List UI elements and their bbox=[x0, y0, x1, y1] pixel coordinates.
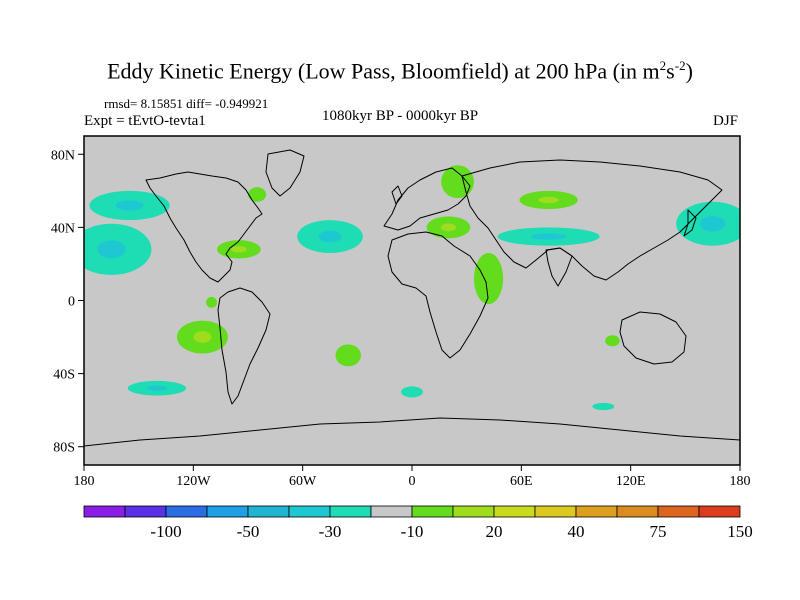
y-tick-label: 40N bbox=[51, 221, 75, 236]
experiment-label: Expt = tEvtO-tevta1 bbox=[84, 113, 206, 129]
colorbar-swatch bbox=[698, 505, 741, 518]
colorbar-label: 40 bbox=[568, 522, 585, 541]
colorbar-swatch bbox=[83, 505, 126, 518]
x-tick-label: 60W bbox=[289, 474, 317, 489]
region-core-9 bbox=[231, 246, 247, 253]
x-tick-label: 0 bbox=[409, 474, 416, 489]
coast-india bbox=[545, 247, 573, 287]
coast-north-america bbox=[145, 171, 263, 283]
coast-asia bbox=[461, 159, 723, 281]
colorbar-swatch bbox=[206, 505, 249, 518]
colorbar-swatch bbox=[247, 505, 290, 518]
region-12 bbox=[335, 344, 361, 367]
region-5 bbox=[441, 165, 474, 199]
colorbar: -100 -50 -30 -10 20 40 75 150 bbox=[83, 505, 753, 541]
region-core-14 bbox=[146, 385, 168, 391]
x-tick-label: 120E bbox=[616, 474, 646, 489]
colorbar-label: -30 bbox=[319, 522, 342, 541]
region-core-2 bbox=[318, 230, 342, 243]
region-17 bbox=[206, 296, 218, 308]
colorbar-label: -10 bbox=[401, 522, 424, 541]
y-tick-label: 40S bbox=[53, 368, 75, 383]
region-15 bbox=[401, 386, 423, 398]
coast-antarctica bbox=[84, 417, 740, 447]
title-units-exp2: -2 bbox=[674, 58, 686, 73]
anomaly-regions bbox=[84, 165, 740, 411]
colorbar-swatch bbox=[124, 505, 167, 518]
region-16 bbox=[592, 402, 615, 411]
colorbar-swatch bbox=[575, 505, 618, 518]
coast-africa bbox=[387, 231, 489, 359]
colorbar-swatch bbox=[288, 505, 331, 518]
region-13 bbox=[605, 335, 620, 347]
season-label: DJF bbox=[713, 113, 739, 129]
coast-south-america bbox=[217, 287, 271, 405]
title-units-exp1: 2 bbox=[659, 58, 667, 73]
region-10 bbox=[473, 252, 504, 305]
stats-label: rmsd= 8.15851 diff= -0.949921 bbox=[104, 96, 269, 111]
y-tick-label: 80N bbox=[51, 148, 75, 163]
region-core-11 bbox=[193, 331, 212, 343]
coast-greenland bbox=[265, 149, 305, 197]
colorbar-swatch bbox=[493, 505, 536, 518]
colorbar-swatch bbox=[616, 505, 659, 518]
colorbar-swatch bbox=[411, 505, 454, 518]
colorbar-label: -50 bbox=[237, 522, 260, 541]
coast-japan bbox=[683, 209, 697, 237]
y-tick-label: 0 bbox=[68, 295, 75, 310]
colorbar-label: -100 bbox=[150, 522, 181, 541]
coast-australia bbox=[619, 311, 687, 365]
colorbar-label: 150 bbox=[727, 522, 753, 541]
region-core-7 bbox=[440, 223, 457, 232]
coast-europe bbox=[383, 167, 471, 231]
chart-title: Eddy Kinetic Energy (Low Pass, Bloomfiel… bbox=[0, 58, 800, 84]
x-tick-label: 120W bbox=[176, 474, 211, 489]
region-core-6 bbox=[538, 196, 559, 204]
map-background bbox=[84, 136, 740, 465]
colorbar-label: 20 bbox=[486, 522, 503, 541]
coastlines bbox=[84, 149, 740, 447]
title-text: Eddy Kinetic Energy (Low Pass, Bloomfiel… bbox=[107, 58, 608, 84]
period-label: 1080kyr BP - 0000kyr BP bbox=[322, 108, 479, 124]
colorbar-label: 75 bbox=[650, 522, 667, 541]
region-core-0 bbox=[97, 240, 126, 259]
title-units-mid: s bbox=[666, 58, 675, 84]
region-core-3 bbox=[115, 200, 144, 211]
y-axis: 80N 40N 0 40S 80S bbox=[51, 148, 84, 456]
y-tick-label: 80S bbox=[53, 441, 75, 456]
region-4 bbox=[248, 187, 267, 202]
region-core-8 bbox=[530, 233, 567, 240]
title-units-suffix: ) bbox=[685, 58, 693, 84]
x-tick-label: 60E bbox=[510, 474, 533, 489]
x-axis: 180 120W 60W 0 60E 120E 180 bbox=[74, 465, 751, 489]
x-tick-label: 180 bbox=[74, 474, 95, 489]
colorbar-swatch bbox=[452, 505, 495, 518]
region-core-1 bbox=[699, 216, 726, 232]
coast-uk bbox=[391, 185, 403, 205]
colorbar-swatch bbox=[329, 505, 372, 518]
x-tick-label: 180 bbox=[730, 474, 751, 489]
colorbar-swatch bbox=[370, 505, 413, 518]
colorbar-swatch bbox=[534, 505, 577, 518]
colorbar-swatch bbox=[165, 505, 208, 518]
colorbar-swatch bbox=[657, 505, 700, 518]
title-units-prefix: (in m bbox=[612, 58, 660, 84]
